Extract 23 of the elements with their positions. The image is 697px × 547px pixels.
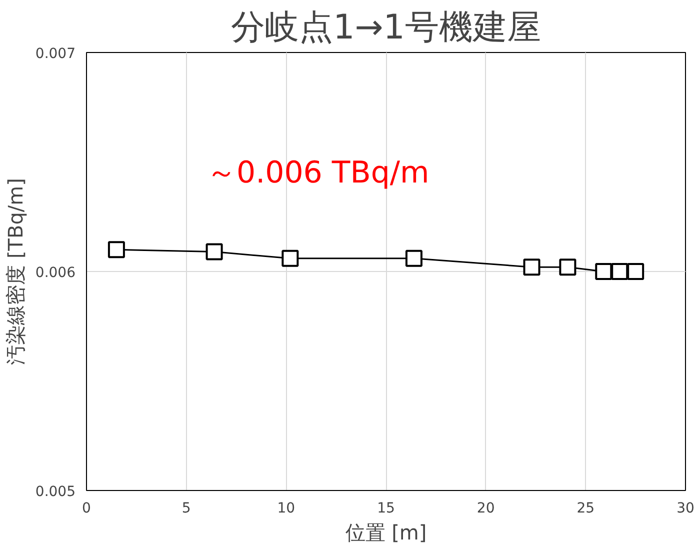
x-tick-label: 0	[82, 500, 91, 516]
y-tick-label: 0.007	[35, 46, 76, 62]
x-tick-label: 10	[277, 500, 296, 516]
chart-title: 分岐点1→1号機建屋	[231, 8, 541, 48]
point	[282, 250, 299, 267]
point	[206, 243, 223, 260]
point	[559, 258, 576, 276]
y-axis-title: 汚染線密度 [TBq/m]	[3, 178, 28, 365]
point	[405, 250, 422, 267]
point	[523, 258, 540, 276]
x-tick-label: 20	[476, 500, 495, 516]
x-axis-title: 位置 [m]	[345, 520, 427, 544]
x-tick-label: 5	[182, 500, 191, 516]
point	[611, 263, 628, 280]
point	[627, 263, 644, 280]
x-tick-label: 25	[576, 500, 595, 516]
annotation: ～0.006 TBq/m	[206, 156, 430, 190]
y-tick-label: 0.006	[35, 265, 76, 281]
x-tick-label: 15	[377, 500, 395, 516]
point	[108, 241, 125, 258]
y-tick-label: 0.005	[35, 484, 76, 500]
x-tick-label: 30	[676, 500, 694, 516]
point	[595, 263, 612, 280]
